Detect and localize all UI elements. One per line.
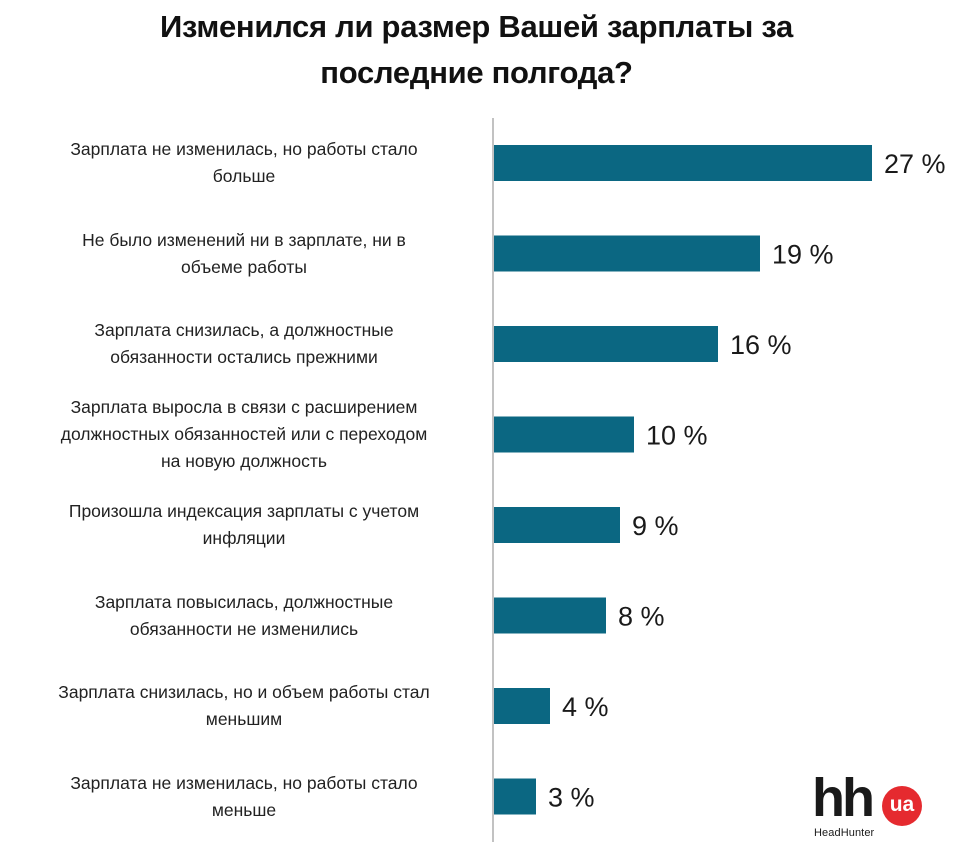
category-label-line: Зарплата не изменилась, но работы стало [70, 772, 418, 793]
bar [494, 507, 620, 543]
category-label-line: на новую должность [160, 451, 328, 471]
category-label: Зарплата выросла в связи с расширением до… [24, 394, 464, 475]
category-label: Зарплата снизилась, а должностные обязанн… [24, 317, 464, 371]
category-label-line: должностных обязанностей или с переходом [60, 424, 428, 444]
category-label-line: обязанности остались прежними [110, 347, 378, 367]
category-label-line: Зарплата повысилась, должностные [94, 591, 394, 612]
category-label: Не было изменений ни в зарплате, ни в объ… [24, 227, 464, 281]
category-label: Зарплата не изменилась, но работы стало м… [24, 770, 464, 824]
bar [494, 326, 718, 362]
chart-title-line-1: Изменился ли размер Вашей зарплаты за [160, 9, 793, 44]
bar [494, 597, 606, 634]
bar [494, 688, 550, 724]
bar-value-label: 3 % [548, 783, 595, 813]
category-label: Зарплата не изменилась, но работы стало б… [24, 136, 464, 190]
bar-value-label: 16 % [730, 330, 792, 360]
logo-name: HeadHunter [814, 827, 875, 839]
category-label-line: Зарплата снизилась, но и объем работы ст… [58, 682, 430, 702]
bar-value-label: 10 % [646, 421, 708, 451]
category-label-line: объеме работы [181, 256, 307, 277]
bar [494, 145, 872, 181]
logo-badge: ua [882, 786, 922, 826]
category-label-line: больше [212, 166, 276, 186]
bar [494, 235, 760, 272]
category-label: Зарплата повысилась, должностные обязанно… [24, 589, 464, 643]
bar [494, 416, 634, 453]
logo-mark: hh [812, 768, 875, 828]
category-label-line: инфляции [202, 528, 286, 548]
category-label-line: меньшим [205, 709, 283, 729]
category-label-line: Зарплата выросла в связи с расширением [70, 397, 418, 417]
category-label-line: обязанности не изменились [129, 618, 359, 639]
category-label-line: Зарплата не изменилась, но работы стало [70, 139, 418, 159]
category-label-line: Не было изменений ни в зарплате, ни в [82, 229, 406, 250]
category-label: Зарплата снизилась, но и объем работы ст… [24, 679, 464, 733]
category-label-line: Произошла индексация зарплаты с учетом [68, 501, 420, 521]
category-label: Произошла индексация зарплаты с учетом ин… [24, 498, 464, 552]
chart-title-line-2: последние полгода? [320, 55, 633, 90]
bar-value-label: 8 % [618, 602, 665, 632]
bar-value-label: 9 % [632, 511, 679, 541]
category-label-line: меньше [211, 799, 277, 820]
chart-title: Изменился ли размер Вашей зарплаты за по… [40, 4, 913, 96]
headhunter-logo: hh ua HeadHunter [812, 768, 927, 846]
bar-value-label: 19 % [772, 240, 834, 270]
category-label-line: Зарплата снизилась, а должностные [94, 320, 394, 340]
bar-value-label: 4 % [562, 692, 609, 722]
bar [494, 778, 536, 815]
bar-value-label: 27 % [884, 149, 946, 179]
